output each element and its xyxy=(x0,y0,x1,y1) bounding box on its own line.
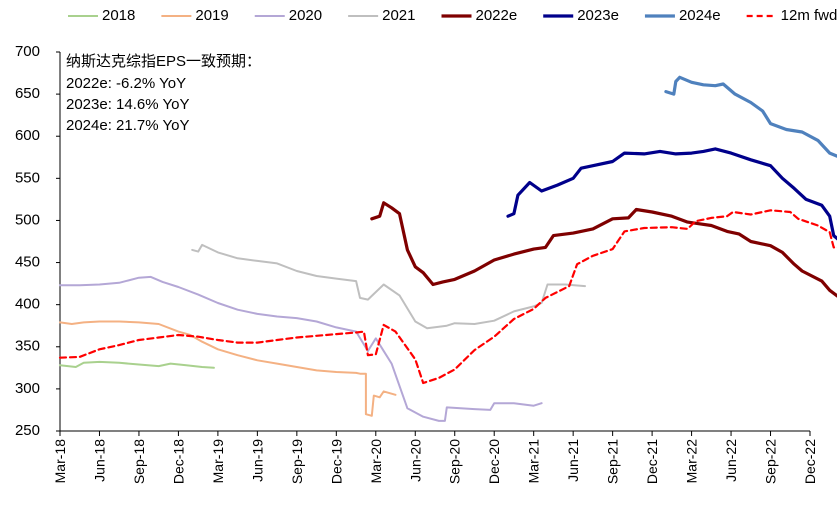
x-tick-label: Mar-20 xyxy=(368,439,384,484)
legend-item-2021: 2021 xyxy=(348,7,416,24)
x-tick-label: Dec-19 xyxy=(328,439,344,484)
legend-label: 12m fwd xyxy=(781,7,837,24)
legend-label: 2020 xyxy=(289,7,322,24)
y-tick-label: 600 xyxy=(15,127,40,144)
x-tick-label: Jun-22 xyxy=(723,439,739,482)
x-tick-label: Mar-22 xyxy=(684,439,700,484)
y-tick-label: 550 xyxy=(15,169,40,186)
series-line-12m-fwd xyxy=(58,209,837,385)
x-tick-label: Dec-21 xyxy=(644,439,660,484)
chart-legend: 2018 2019 2020 2021 2022e 2023e 2024e 12m fwd xyxy=(68,7,837,24)
series-group xyxy=(58,75,837,422)
y-tick-label: 500 xyxy=(15,211,40,228)
x-tick-label: Jun-19 xyxy=(249,439,265,482)
x-axis: Mar-18 Jun-18 Sep-18 Dec-18 Mar-19 Jun-19 Sep-… xyxy=(52,430,818,484)
y-tick-label: 250 xyxy=(15,422,40,439)
legend-item-2018: 2018 xyxy=(68,7,135,24)
x-tick-label: Jun-21 xyxy=(565,439,581,482)
legend-item-2022e: 2022e xyxy=(441,7,518,24)
legend-label: 2018 xyxy=(102,7,135,24)
series-line-2019 xyxy=(59,320,397,417)
series-line-2022e xyxy=(370,201,837,298)
y-tick-label: 700 xyxy=(15,43,40,60)
legend-label: 2023e xyxy=(577,7,619,24)
x-tick-label: Jun-18 xyxy=(91,439,107,482)
x-tick-label: Mar-21 xyxy=(526,439,542,484)
x-tick-label: Sep-19 xyxy=(289,439,305,484)
y-tick-label: 350 xyxy=(15,338,40,355)
legend-item-2019: 2019 xyxy=(161,7,229,24)
x-tick-label: Sep-21 xyxy=(605,439,621,484)
annotation-line-2024: 2024e: 21.7% YoY xyxy=(66,117,189,134)
series-line-2020 xyxy=(59,275,543,422)
x-tick-label: Sep-22 xyxy=(763,439,779,484)
annotation-title: 纳斯达克综指EPS一致预期： xyxy=(66,53,261,70)
y-axis: 250 300 350 400 450 500 550 600 650 700 xyxy=(15,43,61,439)
series-line-2024e xyxy=(664,75,837,158)
legend-item-12m-fwd: 12m fwd xyxy=(746,7,837,24)
series-line-2018 xyxy=(59,360,215,369)
y-tick-label: 450 xyxy=(15,254,40,271)
y-tick-label: 650 xyxy=(15,85,40,102)
x-tick-label: Mar-19 xyxy=(210,439,226,484)
annotation-line-2022: 2022e: -6.2% YoY xyxy=(66,75,186,92)
legend-item-2020: 2020 xyxy=(254,7,322,24)
x-tick-label: Jun-20 xyxy=(407,439,423,482)
legend-label: 2019 xyxy=(195,7,228,24)
x-tick-label: Dec-18 xyxy=(170,439,186,484)
x-tick-label: Dec-22 xyxy=(802,439,818,484)
legend-label: 2022e xyxy=(476,7,518,24)
legend-label: 2021 xyxy=(382,7,415,24)
y-tick-label: 400 xyxy=(15,296,40,313)
annotation-line-2023: 2023e: 14.6% YoY xyxy=(66,96,189,113)
eps-annotation: 纳斯达克综指EPS一致预期： 2022e: -6.2% YoY 2023e: 1… xyxy=(66,53,261,134)
series-line-2023e xyxy=(506,147,837,241)
legend-item-2023e: 2023e xyxy=(543,7,619,24)
x-tick-label: Sep-18 xyxy=(131,439,147,484)
x-tick-label: Sep-20 xyxy=(447,439,463,484)
legend-item-2024e: 2024e xyxy=(644,7,721,24)
x-tick-label: Mar-18 xyxy=(52,439,68,484)
y-tick-label: 300 xyxy=(15,380,40,397)
legend-label: 2024e xyxy=(679,7,721,24)
x-tick-label: Dec-20 xyxy=(486,439,502,484)
series-line-2021 xyxy=(191,243,586,330)
